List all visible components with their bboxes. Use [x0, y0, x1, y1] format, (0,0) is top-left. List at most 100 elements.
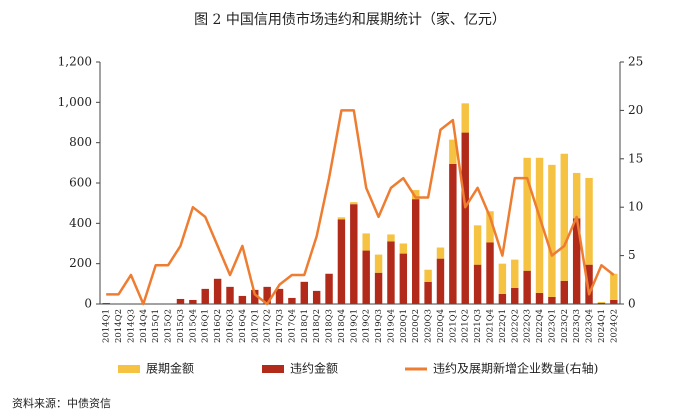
bar [548, 164, 556, 297]
bar [337, 217, 346, 220]
bar [362, 250, 370, 304]
x-tick-label: 2017Q3 [275, 309, 285, 343]
bar [498, 263, 507, 294]
x-tick-label: 2021Q2 [461, 309, 471, 343]
bar [473, 225, 482, 265]
y2-tick-label: 10 [628, 200, 643, 214]
y-tick-label: 400 [69, 216, 92, 230]
bar [511, 287, 519, 304]
x-tick-label: 2024Q1 [597, 309, 607, 343]
bar [473, 264, 482, 304]
x-tick-label: 2021Q3 [473, 309, 483, 343]
bar [572, 172, 581, 219]
bar [374, 272, 383, 304]
x-tick-label: 2020Q2 [411, 309, 421, 343]
y-tick-label: 0 [84, 297, 92, 311]
bar [238, 295, 247, 304]
x-tick-label: 2016Q2 [213, 309, 223, 343]
x-tick-label: 2017Q2 [263, 309, 273, 343]
bar [387, 234, 395, 242]
line-series [106, 109, 615, 306]
bar [486, 242, 494, 304]
legend-label: 违约及展期新增企业数量(右轴) [433, 361, 598, 376]
bar [560, 153, 568, 281]
bar [535, 292, 544, 304]
chart-title: 图 2 中国信用债市场违约和展期统计（家、亿元） [194, 11, 506, 28]
bar [461, 103, 469, 133]
x-tick-label: 2016Q3 [226, 309, 236, 343]
x-tick-label: 2024Q2 [609, 309, 619, 343]
bar [548, 296, 556, 304]
y2-tick-label: 0 [628, 297, 636, 311]
bar [585, 177, 593, 265]
bar [585, 264, 593, 304]
bar [424, 281, 432, 304]
bar [263, 286, 271, 304]
x-tick-label: 2021Q4 [486, 309, 496, 343]
bar [102, 302, 110, 304]
y2-tick-label: 25 [628, 55, 643, 69]
bar [189, 299, 197, 304]
y2-tick-label: 20 [628, 103, 643, 117]
legend-swatch [118, 365, 140, 373]
bar [275, 288, 284, 304]
bar [226, 286, 234, 304]
y2-tick-label: 15 [628, 151, 643, 165]
bar [387, 241, 395, 304]
x-tick-label: 2021Q1 [448, 309, 458, 343]
x-tick-label: 2014Q2 [114, 309, 124, 343]
x-tick-label: 2020Q1 [399, 309, 409, 343]
bar [523, 270, 531, 304]
bar [498, 293, 507, 304]
bar [535, 157, 544, 293]
bar [436, 258, 445, 304]
bar [201, 288, 209, 304]
x-tick-label: 2016Q1 [201, 309, 211, 343]
bar [300, 281, 308, 304]
x-tick-label: 2023Q4 [585, 309, 595, 343]
x-tick-label: 2019Q1 [349, 309, 359, 343]
legend-swatch [262, 365, 284, 373]
bar [610, 273, 618, 300]
x-tick-label: 2019Q4 [386, 309, 396, 343]
bar [436, 247, 445, 259]
x-tick-label: 2018Q2 [312, 309, 322, 343]
bar [362, 233, 370, 251]
x-tick-label: 2023Q1 [547, 309, 557, 343]
bar [350, 204, 358, 304]
bar [424, 269, 432, 282]
bar [213, 278, 222, 304]
bar [412, 199, 420, 304]
source-note: 资料来源：中债资信 [12, 396, 111, 410]
x-tick-label: 2015Q2 [164, 309, 174, 343]
x-tick-label: 2015Q4 [188, 309, 198, 343]
x-tick-label: 2017Q4 [287, 309, 297, 343]
y2-tick-label: 5 [628, 248, 636, 262]
x-tick-label: 2019Q2 [362, 309, 372, 343]
bar [523, 157, 531, 271]
bar [461, 132, 469, 304]
x-tick-label: 2022Q3 [523, 309, 533, 343]
bar [399, 243, 408, 254]
bar [610, 299, 618, 304]
y-tick-label: 1,000 [58, 95, 92, 109]
x-tick-label: 2014Q3 [126, 309, 136, 343]
y-tick-label: 1,200 [58, 55, 92, 69]
x-tick-label: 2023Q3 [572, 309, 582, 343]
bar [374, 254, 383, 273]
bar [449, 163, 457, 304]
bar [597, 301, 606, 303]
x-tick-label: 2016Q4 [238, 309, 248, 343]
x-tick-label: 2022Q1 [498, 309, 508, 343]
x-tick-label: 2022Q4 [535, 309, 545, 343]
bar [337, 219, 346, 304]
x-tick-label: 2015Q3 [176, 309, 186, 343]
bar [449, 139, 457, 164]
x-tick-label: 2018Q1 [300, 309, 310, 343]
legend-label: 违约金额 [290, 361, 338, 376]
x-tick-label: 2023Q2 [560, 309, 570, 343]
bar [486, 211, 494, 243]
legend-label: 展期金额 [146, 361, 194, 376]
bar [511, 259, 519, 288]
